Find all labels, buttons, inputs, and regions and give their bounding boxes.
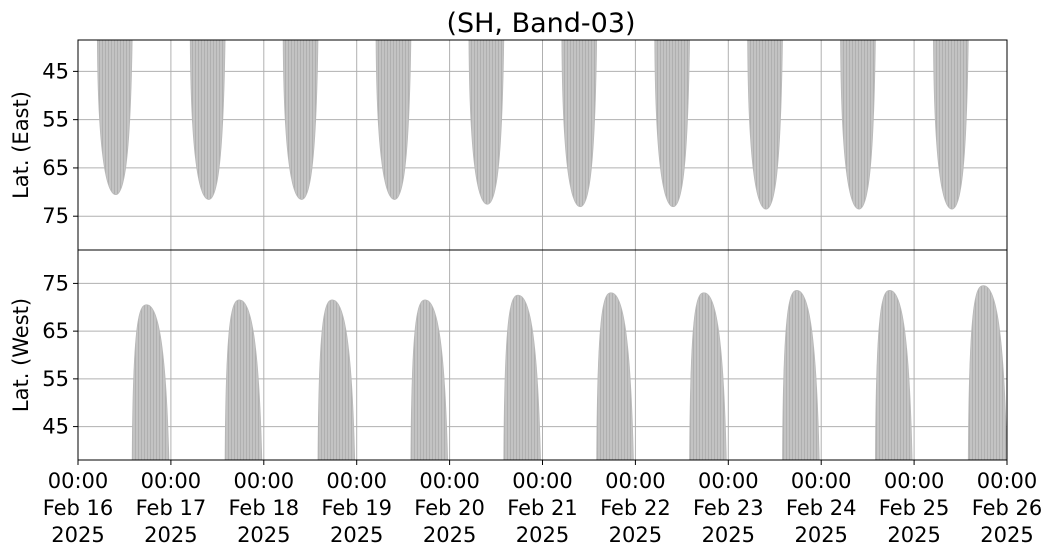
x-tick-label: Feb 26 (972, 496, 1043, 520)
x-tick-label: Feb 17 (136, 496, 207, 520)
x-tick-label: Feb 20 (414, 496, 485, 520)
x-tick-label: 00:00 (48, 469, 109, 493)
west-y-axis-label: Lat. (West) (9, 298, 33, 412)
y-tick-label: 45 (42, 59, 69, 83)
x-tick-label: 00:00 (605, 469, 666, 493)
x-tick-label: 2025 (702, 523, 755, 547)
coverage-swath (596, 292, 634, 460)
coverage-swath (410, 299, 449, 460)
coverage-swath (317, 299, 356, 460)
coverage-swath (131, 304, 170, 460)
x-tick-label: 2025 (794, 523, 847, 547)
x-tick-label: 00:00 (419, 469, 480, 493)
panel-east: 45 55 65 75 Lat. (East) (9, 40, 1008, 250)
y-tick-label: 55 (42, 108, 69, 132)
x-tick-label: 00:00 (326, 469, 387, 493)
x-tick-label: 00:00 (698, 469, 759, 493)
coverage-swath (189, 40, 226, 200)
coverage-swath (654, 40, 690, 207)
x-tick-label: 2025 (51, 523, 104, 547)
coverage-swath (224, 299, 263, 460)
x-tick-label: Feb 25 (879, 496, 950, 520)
y-tick-label: 55 (42, 367, 69, 391)
x-tick-label: 2025 (330, 523, 383, 547)
x-tick-label: 00:00 (791, 469, 852, 493)
x-tick-label: 2025 (516, 523, 569, 547)
coverage-swath (782, 290, 820, 460)
x-tick-label: 2025 (144, 523, 197, 547)
x-tick-label: 2025 (980, 523, 1033, 547)
west-grid (77, 250, 1008, 460)
x-tick-label: Feb 23 (693, 496, 764, 520)
chart-title: (SH, Band-03) (446, 8, 635, 39)
y-tick-label: 75 (42, 204, 69, 228)
x-tick-label: Feb 22 (600, 496, 671, 520)
panel-west: 45 55 65 75 Lat. (West) (9, 250, 1008, 460)
east-coverage (96, 40, 969, 210)
coverage-swath (967, 285, 1007, 460)
coverage-swath (96, 40, 133, 195)
east-y-axis-label: Lat. (East) (9, 91, 33, 199)
coverage-swath (747, 40, 783, 210)
x-tick-label: 00:00 (141, 469, 202, 493)
coverage-swath (875, 290, 913, 460)
y-tick-label: 45 (42, 415, 69, 439)
coverage-swath (561, 40, 598, 207)
x-axis-ticks: 00:00 Feb 16 2025 00:00 Feb 17 2025 00:00 Feb 1… (43, 460, 1043, 547)
x-tick-label: Feb 18 (229, 496, 300, 520)
x-tick-label: 2025 (887, 523, 940, 547)
x-tick-label: Feb 24 (786, 496, 857, 520)
coverage-swath (503, 294, 541, 460)
x-tick-label: 00:00 (977, 469, 1038, 493)
x-tick-label: Feb 16 (43, 496, 114, 520)
x-tick-label: 00:00 (512, 469, 573, 493)
x-tick-label: 2025 (609, 523, 662, 547)
x-tick-label: 00:00 (234, 469, 295, 493)
y-tick-label: 65 (42, 156, 69, 180)
coverage-swath (468, 40, 505, 205)
coverage-swath (933, 40, 969, 210)
x-tick-label: 00:00 (884, 469, 945, 493)
x-tick-label: Feb 21 (507, 496, 578, 520)
coverage-swath (840, 40, 876, 210)
coverage-swath (375, 40, 412, 200)
west-coverage (131, 285, 1007, 460)
x-tick-label: 2025 (237, 523, 290, 547)
x-tick-label: 2025 (423, 523, 476, 547)
east-y-ticks: 45 55 65 75 (42, 59, 78, 228)
y-tick-label: 75 (42, 271, 69, 295)
coverage-swath (282, 40, 319, 200)
coverage-swath (689, 292, 727, 460)
y-tick-label: 65 (42, 319, 69, 343)
x-tick-label: Feb 19 (321, 496, 392, 520)
west-y-ticks: 45 55 65 75 (42, 271, 78, 439)
